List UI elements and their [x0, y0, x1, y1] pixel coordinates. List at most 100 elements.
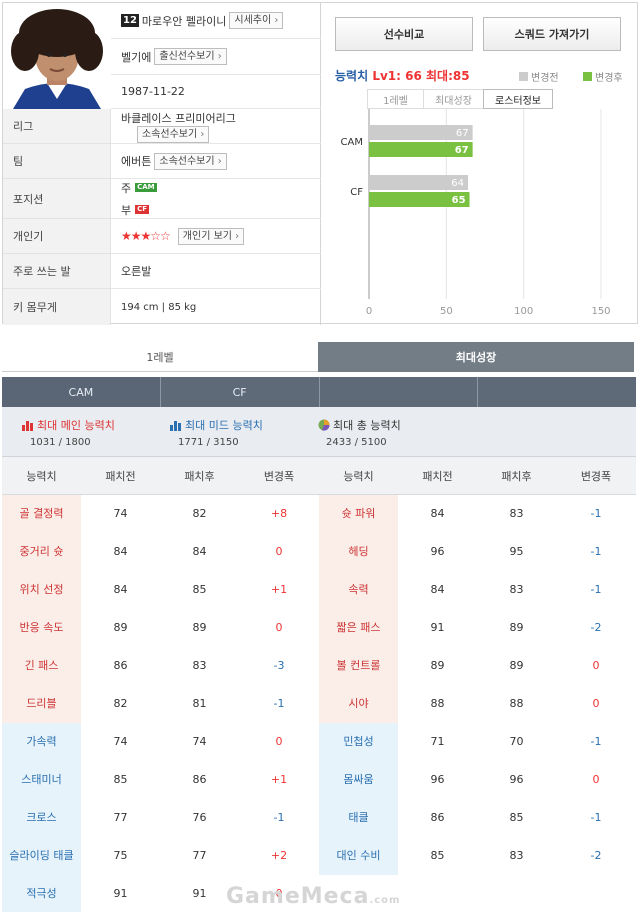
stat-change: -2: [590, 621, 602, 634]
stat-before: 77: [113, 811, 128, 824]
stat-name: 볼 컨트롤: [319, 647, 398, 685]
ability-title: 능력치 Lv1: 66 최대:85: [335, 67, 470, 84]
stat-after: 89: [509, 659, 524, 672]
stat-name: 태클: [319, 799, 398, 837]
tab-level1[interactable]: 1레벨: [367, 89, 423, 109]
compare-button[interactable]: 선수비교: [335, 17, 473, 51]
stat-change: -1: [590, 545, 602, 558]
bar: [369, 142, 473, 157]
stat-change: -3: [273, 659, 285, 672]
stat-before: 82: [113, 697, 128, 710]
bar-value-label: 64: [451, 178, 464, 189]
tab-pos-cam[interactable]: CAM: [2, 377, 161, 407]
skill-row: ★★★☆☆ 개인기 보기: [111, 219, 321, 254]
col-header: 패치후: [184, 469, 215, 483]
tab-lower-max-growth[interactable]: 최대성장: [318, 342, 634, 372]
bar-value-label: 67: [456, 128, 469, 139]
stat-after: 95: [509, 545, 524, 558]
team-players-button[interactable]: 소속선수보기: [154, 152, 227, 170]
table-row: 반응 속도 89 89 0 짧은 패스 91 89 -2: [2, 609, 636, 647]
bar: [369, 125, 473, 140]
summary-mid: 최대 미드 능력치 1771 / 3150: [170, 417, 263, 448]
stat-before: 74: [113, 507, 128, 520]
label-skill: 개인기: [3, 219, 111, 254]
col-header: 변경폭: [263, 469, 295, 483]
stat-after: 74: [192, 735, 207, 748]
tab-pos-cf[interactable]: CF: [161, 377, 320, 407]
table-row: 중거리 슛 84 84 0 헤딩 96 95 -1: [2, 533, 636, 571]
label-foot: 주로 쓰는 발: [3, 254, 111, 289]
squad-button[interactable]: 스쿼드 가져가기: [483, 17, 621, 51]
stat-change: 0: [592, 697, 600, 710]
league-row: 바클레이스 프리미어리그 소속선수보기: [111, 109, 321, 144]
label-league: 리그: [3, 109, 111, 144]
country-players-button[interactable]: 출신선수보기: [154, 48, 227, 65]
league-players-button[interactable]: 소속선수보기: [137, 126, 210, 143]
stat-before: 89: [113, 621, 128, 634]
label-position: 포지션: [3, 179, 111, 219]
stat-change: 0: [275, 735, 283, 748]
stat-change: 0: [592, 773, 600, 786]
bar-chart-red-icon: [22, 420, 33, 431]
stat-before: 86: [113, 659, 128, 672]
player-team: 에버튼: [121, 155, 152, 168]
stat-change: [556, 875, 636, 912]
stat-name: 크로스: [2, 799, 81, 837]
tab-roster[interactable]: 로스터정보: [483, 89, 553, 109]
stat-change: -1: [273, 697, 285, 710]
player-number: 12: [121, 14, 139, 27]
stat-name: 드리블: [2, 685, 81, 723]
summary-total-value: 2433 / 5100: [326, 437, 387, 448]
table-row: 위치 선정 84 85 +1 속력 84 83 -1: [2, 571, 636, 609]
summary-mid-value: 1771 / 3150: [178, 437, 239, 448]
foot-row: 오른발: [111, 254, 321, 289]
stat-name: 민첩성: [319, 723, 398, 761]
table-row: 슬라이딩 태클 75 77 +2 대인 수비 85 83 -2: [2, 837, 636, 875]
stat-name: 반응 속도: [2, 609, 81, 647]
value-column: 12 마로우안 펠라이니 시세추이 벨기에 출신선수보기 1987-11-22 …: [111, 3, 321, 325]
stat-name: 위치 선정: [2, 571, 81, 609]
tab-lower-level1[interactable]: 1레벨: [2, 342, 318, 372]
stat-before: 88: [430, 697, 445, 710]
x-tick-label: 0: [366, 306, 372, 317]
ability-panel: 선수비교 스쿼드 가져가기 능력치 Lv1: 66 최대:85 변경전 변경후 …: [321, 3, 637, 325]
col-header: 패치후: [501, 469, 532, 483]
summary-main: 최대 메인 능력치 1031 / 1800: [22, 417, 115, 448]
stat-after: 88: [509, 697, 524, 710]
stat-before: 84: [430, 507, 445, 520]
table-row: 크로스 77 76 -1 태클 86 85 -1: [2, 799, 636, 837]
stat-before: 89: [430, 659, 445, 672]
position-row: 주 CAM 부 CF: [111, 179, 321, 219]
body-row: 194 cm | 85 kg: [111, 289, 321, 325]
bar-value-label: 67: [455, 145, 469, 156]
bar: [369, 175, 468, 190]
stat-after: [477, 875, 556, 912]
stat-after: 89: [192, 621, 207, 634]
stat-change: -1: [273, 811, 285, 824]
col-header: 능력치: [26, 469, 57, 483]
stat-after: 85: [192, 583, 207, 596]
skill-view-button[interactable]: 개인기 보기: [177, 227, 245, 245]
level-tabs: 1레벨 최대성장: [2, 342, 634, 372]
table-row: 골 결정력 74 82 +8 슛 파워 84 83 -1: [2, 495, 636, 533]
price-trend-button[interactable]: 시세추이: [229, 12, 284, 29]
stat-after: 96: [509, 773, 524, 786]
birth-row: 1987-11-22: [111, 75, 321, 109]
table-row: 적극성 91 91 0: [2, 875, 636, 912]
stat-after: 83: [509, 849, 524, 862]
stat-change: 0: [275, 545, 283, 558]
stat-before: 71: [430, 735, 445, 748]
stat-table-header: 능력치 패치전 패치후 변경폭 능력치 패치전 패치후 변경폭: [2, 457, 636, 495]
stat-name: 중거리 슛: [2, 533, 81, 571]
ability-label: 능력치: [335, 69, 373, 83]
tab-max-growth[interactable]: 최대성장: [423, 89, 483, 109]
bar-value-label: 65: [452, 195, 466, 206]
stat-after: 83: [192, 659, 207, 672]
col-header: 패치전: [105, 469, 136, 483]
stat-name: 긴 패스: [2, 647, 81, 685]
stat-name: 골 결정력: [2, 495, 81, 533]
position-tabs: CAM CF: [2, 377, 636, 407]
stat-after: 81: [192, 697, 207, 710]
bar-chart-blue-icon: [170, 420, 181, 431]
tab-pos-empty-1: [320, 377, 479, 407]
